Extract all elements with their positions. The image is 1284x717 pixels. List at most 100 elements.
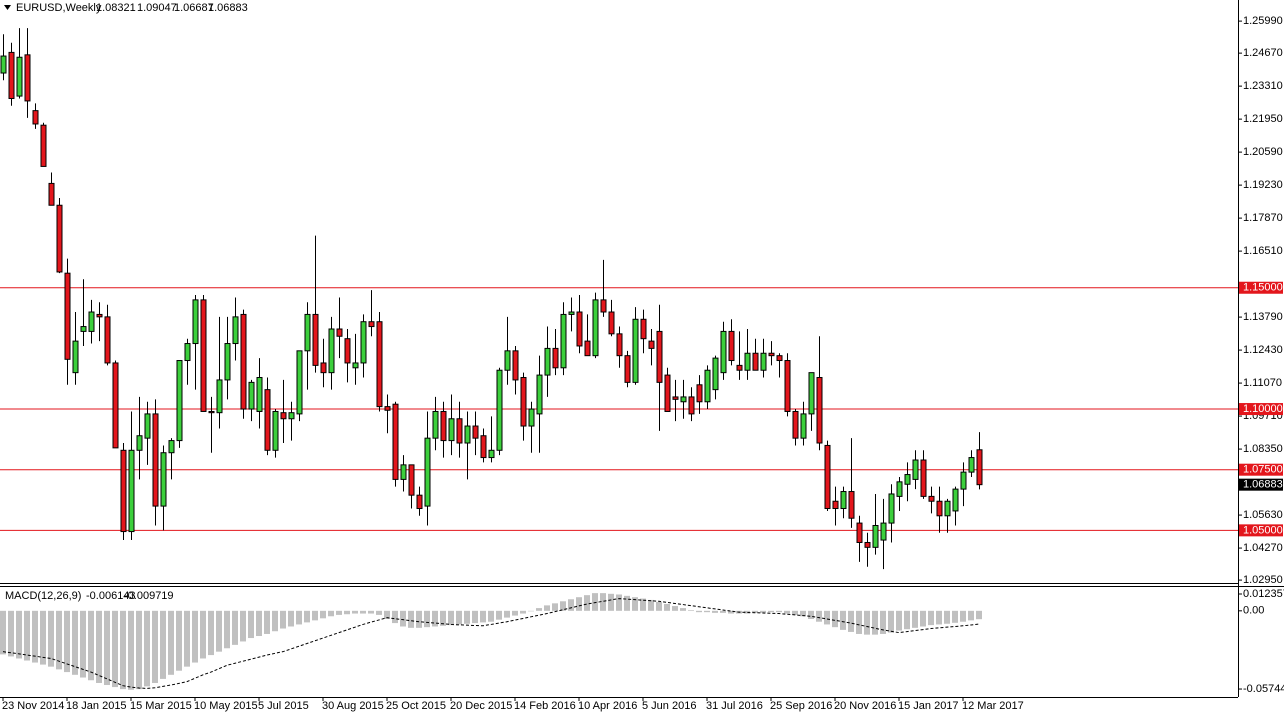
candle-body — [720, 330, 727, 374]
candle-body — [848, 491, 855, 519]
macd-bar — [960, 610, 966, 622]
candle-body — [200, 299, 207, 412]
macd-bar — [480, 610, 486, 623]
candle-body — [80, 326, 87, 332]
candle-body — [0, 55, 7, 74]
candle-body — [408, 464, 415, 496]
candle-body — [64, 272, 71, 360]
x-tick-label: 15 Jan 2017 — [898, 700, 959, 712]
macd-bar — [656, 601, 662, 611]
macd-bar — [632, 597, 638, 611]
candle-body — [744, 352, 751, 371]
candle-body — [728, 330, 735, 362]
y-tick-label: 1.12430 — [1243, 344, 1283, 356]
macd-bar — [728, 610, 734, 614]
macd-bar — [536, 608, 542, 611]
candle-body — [224, 343, 231, 381]
macd-bar — [928, 610, 934, 626]
macd-bar — [824, 610, 830, 625]
macd-bar — [168, 610, 174, 675]
candle-body — [632, 318, 639, 383]
candle-body — [552, 347, 559, 369]
macd-bar — [408, 610, 414, 628]
macd-bar — [600, 593, 606, 611]
x-tick-label: 5 Jun 2016 — [642, 700, 696, 712]
candle-body — [184, 343, 191, 362]
macd-bar — [776, 610, 782, 613]
menu-triangle[interactable] — [4, 5, 11, 10]
candle-body — [608, 311, 615, 335]
macd-bar — [792, 610, 798, 615]
macd-bar — [208, 610, 214, 656]
candle-body — [520, 377, 527, 427]
macd-bar — [368, 610, 374, 614]
candle-body — [40, 124, 47, 167]
candle-body — [760, 352, 767, 371]
macd-bar — [112, 610, 118, 688]
macd-bar — [176, 610, 182, 671]
candle-body — [128, 449, 135, 533]
macd-bar — [432, 610, 438, 627]
macd-bar — [848, 610, 854, 632]
candle-body — [360, 321, 367, 364]
candle-body — [424, 437, 431, 507]
candle-body — [448, 418, 455, 442]
y-tick-label: 1.21950 — [1243, 113, 1283, 125]
macd-bar — [936, 610, 942, 625]
macd-bar — [456, 610, 462, 625]
candle-body — [232, 316, 239, 345]
macd-bar — [696, 610, 702, 613]
macd-bar — [720, 610, 726, 613]
low-value: 1.06687 — [174, 2, 214, 14]
candle-body — [304, 313, 311, 352]
candle-body — [240, 313, 247, 410]
y-tick-label: 1.20590 — [1243, 146, 1283, 158]
candle-body — [528, 408, 535, 427]
macd-bar — [704, 610, 710, 613]
macd-signal-line — [2, 598, 980, 689]
macd-bar — [272, 610, 278, 632]
macd-bar — [360, 610, 366, 614]
macd-bar — [760, 610, 766, 613]
candle-body — [496, 369, 503, 451]
macd-bar — [624, 595, 630, 611]
candle-body — [696, 384, 703, 403]
x-tick-label: 5 Jul 2015 — [258, 700, 309, 712]
candle-body — [752, 352, 759, 371]
close-value: 1.06883 — [208, 2, 248, 14]
candle-body — [328, 328, 335, 374]
macd-bar — [976, 610, 982, 620]
macd-bar — [816, 610, 822, 622]
macd-bar — [144, 610, 150, 687]
macd-bar — [24, 610, 30, 661]
candle-body — [248, 381, 255, 410]
macd-bar — [440, 610, 446, 626]
macd-bar — [576, 597, 582, 611]
level-label-box — [1239, 281, 1283, 294]
y-tick-label: 1.11070 — [1243, 377, 1282, 389]
macd-bar — [712, 610, 718, 613]
macd-bar — [616, 594, 622, 611]
candle-body — [792, 410, 799, 439]
candle-body — [712, 357, 719, 391]
y-tick-label: 1.19230 — [1243, 179, 1283, 191]
candle-body — [344, 338, 351, 364]
candle-body — [168, 440, 175, 454]
macd-bar — [88, 610, 94, 681]
macd-bar — [752, 610, 758, 613]
macd-bar — [192, 610, 198, 663]
macd-bar — [944, 610, 950, 624]
candle-body — [616, 333, 623, 357]
macd-bar — [880, 610, 886, 634]
candle-body — [464, 425, 471, 444]
macd-bar — [920, 610, 926, 627]
candle-body — [416, 494, 423, 510]
candle-body — [392, 403, 399, 480]
candle-body — [488, 449, 495, 459]
candle-body — [192, 299, 199, 345]
candle-body — [352, 362, 359, 369]
candle-body — [472, 425, 479, 439]
macd-bar — [232, 610, 238, 645]
macd-bar — [768, 610, 774, 613]
